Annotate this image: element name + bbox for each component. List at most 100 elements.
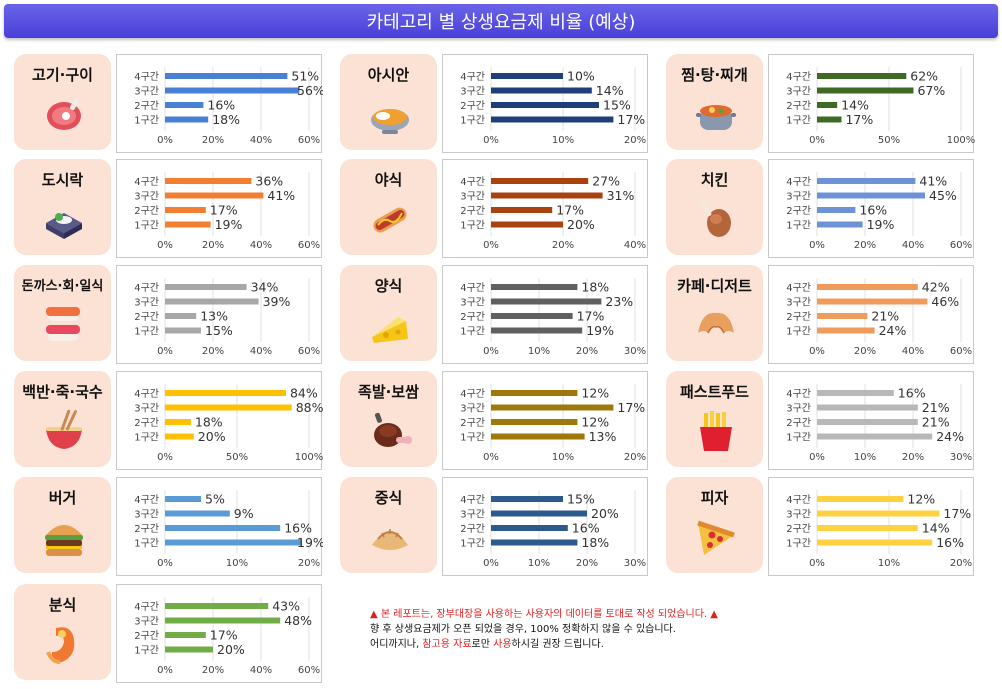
category-name: 중식: [374, 489, 403, 507]
category-label: 3구간: [134, 403, 159, 415]
x-tick-label: 20%: [902, 452, 924, 463]
data-label: 14%: [841, 98, 869, 113]
data-label: 16%: [284, 521, 312, 536]
siren-icon: ▲: [710, 609, 718, 620]
category-label: 1구간: [134, 432, 159, 444]
x-tick-label: 0%: [157, 558, 173, 569]
data-label: 18%: [581, 280, 609, 295]
x-tick-label: 20%: [950, 558, 972, 569]
data-label: 84%: [290, 386, 318, 401]
category-tile: 치킨: [666, 159, 763, 255]
category-label: 1구간: [786, 326, 811, 338]
x-tick-label: 20%: [624, 452, 646, 463]
category-label: 1구간: [460, 538, 485, 550]
bar-chart: 0% 10% 20% 30% 4구간 18% 3구간 23% 2구간 17% 1구간 19%: [460, 278, 646, 357]
bar: [817, 298, 928, 305]
bar-chart: 0% 20% 40% 60% 4구간 51% 3구간 56% 2구간 16% 1구간 18%: [134, 67, 323, 146]
pork-leg-icon: [374, 412, 412, 447]
data-label: 20%: [567, 217, 595, 232]
category-label: 3구간: [460, 191, 485, 203]
chart-panel: 0% 10% 20% 4구간 10% 3구간 14% 2구간 15% 1구간 17%: [442, 54, 648, 153]
curry-bowl-icon: [371, 109, 409, 134]
x-tick-label: 20%: [298, 558, 320, 569]
chart-panel: 0% 10% 20% 4구간 12% 3구간 17% 2구간 14% 1구간 16%: [768, 477, 974, 576]
data-label: 21%: [922, 415, 950, 430]
chart-panel: 0% 10% 20% 4구간 5% 3구간 9% 2구간 16% 1구간 19%: [116, 477, 323, 576]
category-label: 4구간: [134, 494, 159, 506]
data-label: 19%: [586, 323, 614, 338]
bar: [817, 510, 940, 517]
bar: [165, 221, 211, 228]
x-tick-label: 0%: [809, 558, 825, 569]
x-tick-label: 0%: [483, 558, 499, 569]
bar-chart: 0% 20% 40% 60% 4구간 41% 3구간 45% 2구간 16% 1구간 19%: [786, 172, 972, 251]
siren-icon: ▲: [370, 609, 378, 620]
fries-icon: [700, 411, 732, 451]
bar: [817, 433, 933, 440]
data-label: 12%: [581, 415, 609, 430]
category-tile: 돈까스·회·일식: [14, 265, 111, 361]
data-label: 19%: [297, 535, 323, 550]
category-label: 1구간: [460, 115, 485, 127]
bar: [491, 116, 614, 123]
x-tick-label: 60%: [298, 240, 320, 251]
data-label: 14%: [596, 83, 624, 98]
bar-chart: 0% 20% 40% 60% 4구간 43% 3구간 48% 2구간 17% 1구간 20%: [134, 597, 320, 676]
bar: [817, 390, 894, 396]
x-tick-label: 10%: [552, 135, 574, 146]
chart-panel: 0% 20% 40% 60% 4구간 34% 3구간 39% 2구간 13% 1구간 15%: [116, 265, 322, 364]
data-label: 13%: [589, 429, 617, 444]
x-tick-label: 20%: [202, 135, 224, 146]
data-label: 17%: [617, 112, 645, 127]
data-label: 17%: [617, 400, 645, 415]
category-tile: 야식: [340, 159, 437, 255]
category-tile: 버거: [14, 477, 111, 573]
bar: [491, 178, 589, 184]
category-name: 패스트푸드: [679, 383, 749, 401]
category-label: 1구간: [460, 326, 485, 338]
bar: [491, 192, 603, 199]
chart-panel: 0% 50% 100% 4구간 62% 3구간 67% 2구간 14% 1구간 17%: [768, 54, 975, 153]
category-name: 아시안: [367, 66, 410, 84]
category-label: 3구간: [460, 509, 485, 521]
notice-text-3b: 참고용 자료: [422, 639, 472, 650]
bar-chart: 0% 20% 40% 60% 4구간 34% 3구간 39% 2구간 13% 1구간 15%: [134, 278, 320, 357]
category-label: 4구간: [460, 282, 485, 294]
data-label: 16%: [859, 203, 887, 218]
data-label: 24%: [936, 429, 964, 444]
bar: [491, 510, 587, 517]
data-label: 41%: [919, 174, 947, 189]
chart-panel: 0% 20% 40% 60% 4구간 41% 3구간 45% 2구간 16% 1구간 19%: [768, 159, 974, 258]
bar: [165, 617, 281, 624]
x-tick-label: 0%: [809, 240, 825, 251]
bar: [491, 313, 573, 319]
data-label: 46%: [931, 294, 959, 309]
category-label: 3구간: [786, 297, 811, 309]
category-name: 백반·죽·국수: [22, 383, 103, 401]
x-tick-label: 20%: [576, 558, 598, 569]
x-tick-label: 40%: [250, 135, 272, 146]
chart-panel: 0% 10% 20% 4구간 12% 3구간 17% 2구간 12% 1구간 13%: [442, 371, 648, 470]
bar: [165, 496, 201, 502]
bar: [817, 192, 925, 199]
bar-chart: 0% 10% 20% 4구간 10% 3구간 14% 2구간 15% 1구간 17%: [460, 67, 646, 146]
x-tick-label: 0%: [809, 452, 825, 463]
category-tile: 고기·구이: [14, 54, 111, 150]
category-label: 4구간: [134, 71, 159, 83]
data-label: 12%: [907, 492, 935, 507]
bar: [491, 284, 578, 290]
data-label: 16%: [207, 98, 235, 113]
category-label: 4구간: [786, 176, 811, 188]
category-label: 2구간: [786, 311, 811, 323]
category-tile: 카페·디저트: [666, 265, 763, 361]
data-label: 17%: [943, 506, 971, 521]
bar: [491, 404, 614, 411]
bar-chart: 0% 10% 20% 30% 4구간 15% 3구간 20% 2구간 16% 1구간 18%: [460, 490, 646, 569]
x-tick-label: 0%: [157, 346, 173, 357]
bar: [165, 419, 191, 425]
data-label: 13%: [200, 309, 228, 324]
bar: [817, 116, 842, 123]
sushi-icon: [46, 307, 80, 341]
notice: ▲ 본 레포트는, 장부대장을 사용하는 사용자의 데이터를 토대로 작성 되었…: [370, 607, 718, 652]
category-label: 2구간: [134, 523, 159, 535]
